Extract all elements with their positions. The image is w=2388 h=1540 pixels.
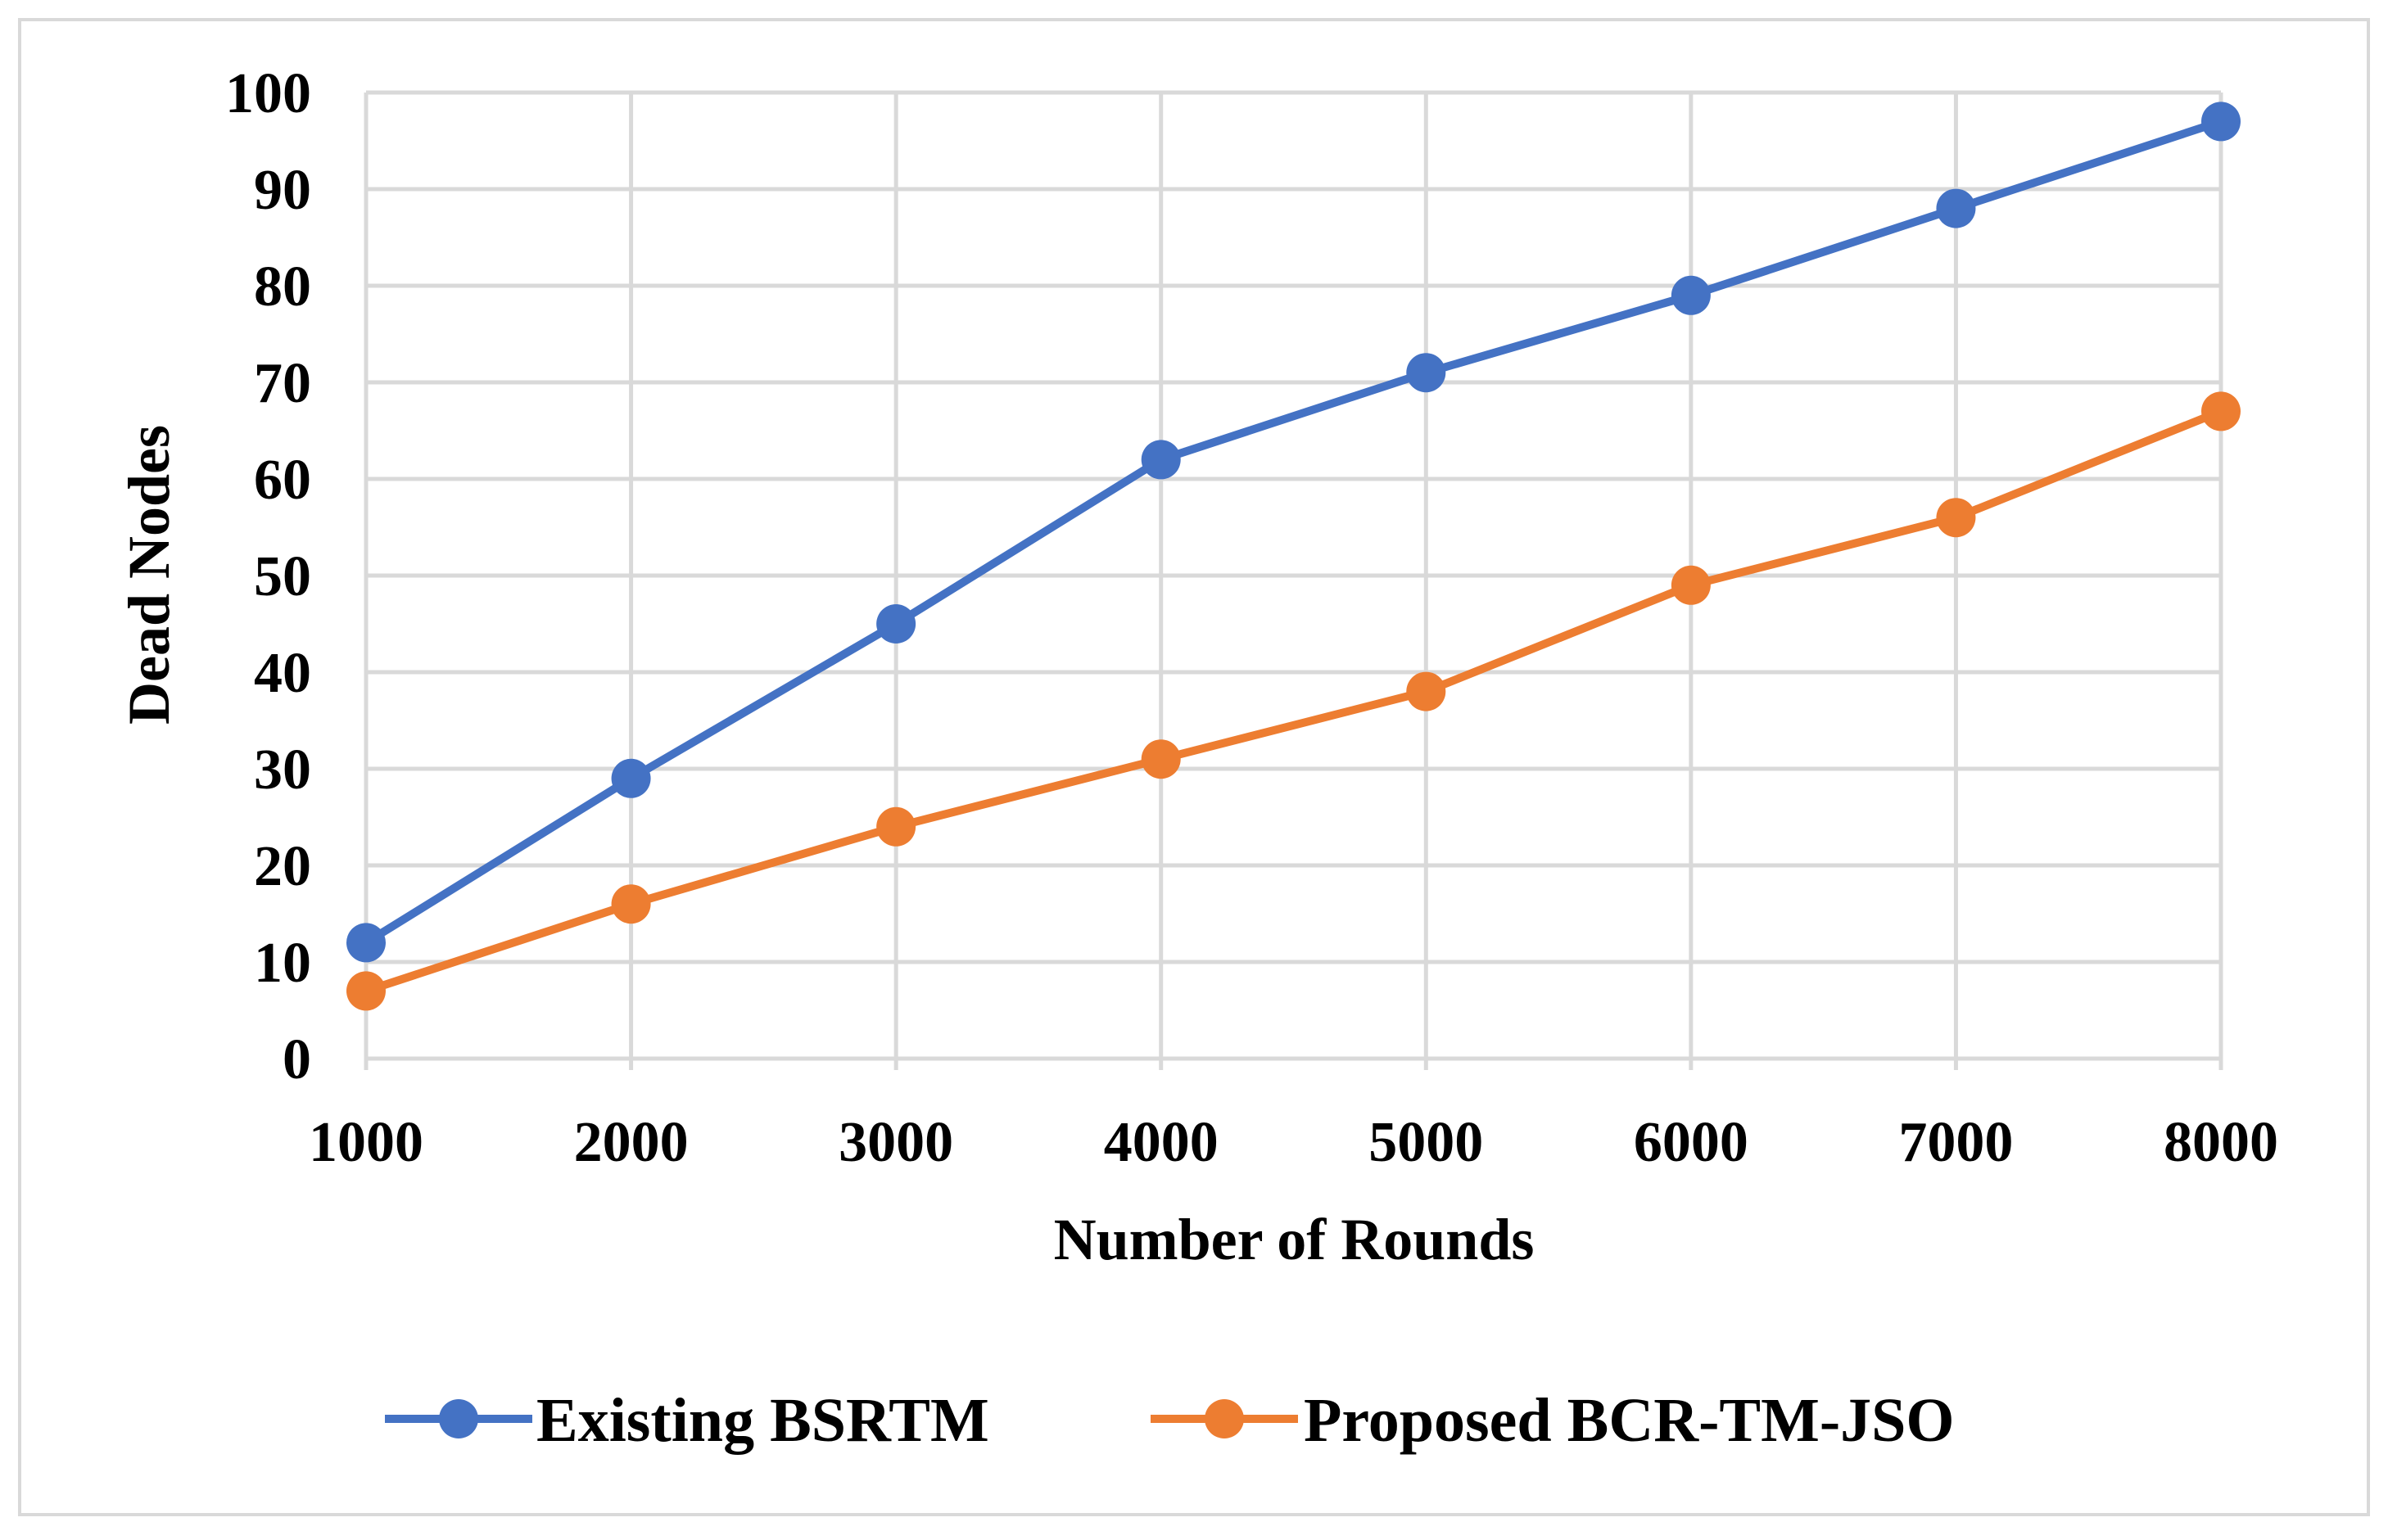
data-point-proposed-bcr-tm-jso [1671,565,1711,605]
data-point-existing-bsrtm [611,758,651,798]
y-tick-label: 60 [254,449,311,512]
data-point-proposed-bcr-tm-jso [1406,671,1446,711]
y-tick-label: 40 [254,642,311,705]
x-tick-label: 7000 [1898,1111,2013,1174]
series-layer [346,102,2241,1011]
y-tick-label: 80 [254,255,311,318]
y-tick-label: 0 [283,1028,311,1091]
data-point-proposed-bcr-tm-jso [1141,739,1181,779]
series-line-existing-bsrtm [362,117,2225,947]
y-tick-label: 100 [225,62,311,125]
legend: Existing BSRTM Proposed BCR-TM-JSO [385,1386,1955,1455]
label-layer: Number of Rounds Dead Nodes 0 10 20 30 40 50 6… [116,62,2278,1272]
x-axis-title: Number of Rounds [1054,1207,1535,1272]
y-tick-label: 50 [254,545,311,608]
legend-item-proposed-bcr-tm-jso: Proposed BCR-TM-JSO [1151,1386,1955,1455]
data-point-existing-bsrtm [346,923,386,963]
legend-swatch-marker [439,1399,478,1438]
x-tick-label: 8000 [2164,1111,2278,1174]
legend-label-proposed-bcr-tm-jso: Proposed BCR-TM-JSO [1304,1386,1955,1455]
grid-layer [366,90,2223,1059]
axis-layer [364,93,2223,1070]
legend-item-existing-bsrtm: Existing BSRTM [385,1386,989,1455]
data-point-existing-bsrtm [1671,275,1711,315]
x-tick-label: 4000 [1104,1111,1219,1174]
y-tick-label: 70 [254,352,311,415]
y-tick-label: 90 [254,159,311,222]
y-axis-title: Dead Nodes [116,425,182,725]
data-point-proposed-bcr-tm-jso [876,806,916,847]
x-tick-label: 3000 [839,1111,953,1174]
data-point-proposed-bcr-tm-jso [2201,391,2241,431]
data-point-existing-bsrtm [1141,440,1181,480]
data-point-existing-bsrtm [876,604,916,644]
y-tick-label: 20 [254,835,311,898]
series-line-proposed-bcr-tm-jso [362,407,2225,996]
data-point-existing-bsrtm [1406,353,1446,393]
x-tick-label: 1000 [309,1111,423,1174]
y-tick-label: 30 [254,738,311,802]
data-point-proposed-bcr-tm-jso [611,884,651,924]
y-tick-label: 10 [254,932,311,995]
data-point-proposed-bcr-tm-jso [346,971,386,1011]
legend-label-existing-bsrtm: Existing BSRTM [536,1386,989,1455]
data-point-existing-bsrtm [2201,102,2241,142]
x-tick-label: 6000 [1634,1111,1748,1174]
data-point-proposed-bcr-tm-jso [1936,498,1976,538]
x-tick-label: 2000 [574,1111,689,1174]
data-point-existing-bsrtm [1936,188,1976,228]
legend-swatch-marker [1205,1399,1244,1438]
x-tick-label: 5000 [1368,1111,1483,1174]
